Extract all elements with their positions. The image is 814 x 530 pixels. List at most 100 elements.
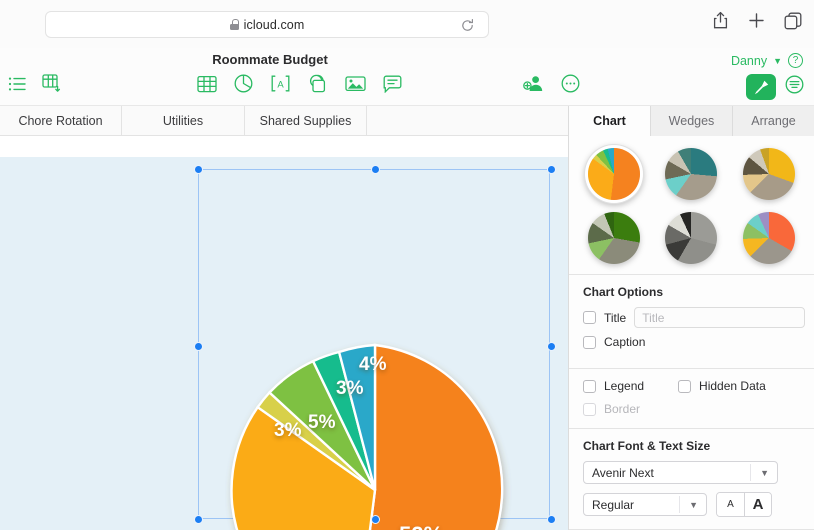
- title-option-row: Title: [583, 307, 806, 328]
- spreadsheet-canvas[interactable]: 52% 33% 3% 5% 3% 4%: [0, 157, 568, 530]
- more-ellipsis-icon[interactable]: [561, 74, 580, 98]
- chart-style-option[interactable]: [738, 212, 800, 264]
- chart-style-coral[interactable]: [743, 212, 796, 264]
- tab-overview-icon[interactable]: [784, 12, 802, 35]
- chart-style-gold[interactable]: [743, 148, 796, 200]
- table-icon[interactable]: [197, 75, 217, 98]
- select-divider: [679, 496, 680, 513]
- chart-style-option[interactable]: [583, 212, 645, 264]
- chart-style-grid: [569, 136, 814, 275]
- caption-checkbox[interactable]: [583, 335, 596, 349]
- tab-arrange[interactable]: Arrange: [733, 106, 814, 136]
- legend-checkbox[interactable]: [583, 379, 596, 393]
- pie-label-52: 52%: [399, 522, 443, 530]
- chart-selection-box[interactable]: 52% 33% 3% 5% 3% 4%: [194, 165, 556, 530]
- pie-slice-52[interactable]: [357, 343, 504, 530]
- resize-handle-bottom-right[interactable]: [547, 515, 556, 524]
- chart-font-section: Chart Font & Text Size Avenir Next ▼ Reg…: [569, 429, 814, 530]
- sheet-tab-empty-area[interactable]: [367, 106, 568, 136]
- decrease-font-size-button[interactable]: A: [717, 493, 744, 516]
- chart-font-title: Chart Font & Text Size: [583, 439, 711, 453]
- chevron-down-icon: ▼: [689, 499, 698, 510]
- pie-chart[interactable]: 52% 33% 3% 5% 3% 4%: [225, 340, 525, 530]
- chart-style-gray[interactable]: [665, 212, 718, 264]
- format-paintbrush-icon[interactable]: [746, 74, 776, 100]
- resize-handle-bottom-left[interactable]: [194, 515, 203, 524]
- lock-icon: [229, 19, 239, 30]
- address-text: icloud.com: [243, 17, 305, 32]
- increase-font-size-button[interactable]: A: [744, 493, 771, 516]
- tab-chart[interactable]: Chart: [569, 106, 651, 136]
- legend-label: Legend: [604, 379, 645, 393]
- numbers-toolbar: A: [0, 74, 814, 106]
- organize-filter-icon[interactable]: [785, 75, 804, 99]
- insert-table-row-icon[interactable]: [42, 74, 64, 98]
- address-bar[interactable]: icloud.com: [45, 11, 489, 38]
- pie-label-5: 5%: [308, 412, 336, 433]
- resize-handle-middle-right[interactable]: [547, 342, 556, 351]
- border-option-row: Border: [583, 402, 800, 416]
- pie-label-3a: 3%: [274, 420, 302, 441]
- shape-icon[interactable]: [308, 74, 328, 98]
- collaborate-icon[interactable]: [523, 74, 544, 98]
- caption-option-row: Caption: [583, 335, 800, 349]
- border-label: Border: [604, 402, 641, 416]
- sheet-tab-utilities[interactable]: Utilities: [122, 106, 245, 136]
- legend-options-section: Legend Hidden Data Border: [569, 369, 814, 429]
- user-name[interactable]: Danny: [730, 53, 768, 68]
- chart-style-option[interactable]: [661, 148, 723, 200]
- pie-slice-33[interactable]: [230, 405, 377, 530]
- font-size-buttons: A A: [716, 492, 772, 517]
- chart-style-orange[interactable]: [587, 148, 640, 200]
- title-input[interactable]: [634, 307, 806, 328]
- resize-handle-top-center[interactable]: [371, 165, 380, 174]
- chart-style-option[interactable]: [738, 148, 800, 200]
- font-weight-value: Regular: [592, 497, 635, 512]
- svg-text:A: A: [277, 79, 284, 90]
- resize-handle-top-left[interactable]: [194, 165, 203, 174]
- font-family-value: Avenir Next: [592, 465, 654, 480]
- chart-style-option[interactable]: [661, 212, 723, 264]
- text-box-icon[interactable]: A: [270, 75, 291, 97]
- caption-label: Caption: [604, 335, 646, 349]
- document-header: Roommate Budget Danny ▼ ?: [0, 48, 814, 106]
- sheet-tab-chore-rotation[interactable]: Chore Rotation: [0, 106, 122, 136]
- sheet-tab-bar: Chore Rotation Utilities Shared Supplies: [0, 106, 568, 136]
- tab-wedges[interactable]: Wedges: [651, 106, 733, 136]
- resize-handle-bottom-center[interactable]: [371, 515, 380, 524]
- chart-style-teal[interactable]: [665, 148, 718, 200]
- share-icon[interactable]: [712, 11, 729, 35]
- chart-icon[interactable]: [234, 74, 253, 98]
- chevron-down-icon[interactable]: ▼: [773, 55, 782, 66]
- account-area[interactable]: Danny ▼ ?: [731, 53, 803, 68]
- plus-icon[interactable]: [748, 12, 765, 34]
- resize-handle-top-right[interactable]: [547, 165, 556, 174]
- hidden-data-checkbox[interactable]: [678, 379, 692, 393]
- title-checkbox[interactable]: [583, 311, 596, 324]
- comment-icon[interactable]: [383, 75, 402, 98]
- media-image-icon[interactable]: [345, 75, 366, 97]
- resize-handle-middle-left[interactable]: [194, 342, 203, 351]
- toolbar-group-insert: A: [197, 74, 402, 98]
- toolbar-group-share: [523, 74, 580, 98]
- help-icon[interactable]: ?: [788, 53, 803, 68]
- legend-option-row: Legend: [583, 379, 644, 393]
- sidebar-list-icon[interactable]: [8, 76, 26, 97]
- format-inspector-panel: Chart Wedges Arrange C: [568, 106, 814, 530]
- toolbar-group-right: [746, 74, 804, 100]
- font-family-select[interactable]: Avenir Next ▼: [583, 461, 778, 484]
- inspector-tab-bar: Chart Wedges Arrange: [569, 106, 814, 136]
- font-weight-select[interactable]: Regular ▼: [583, 493, 707, 516]
- pie-label-4: 4%: [359, 354, 387, 375]
- chart-style-option[interactable]: [583, 148, 645, 200]
- reload-icon[interactable]: [460, 18, 475, 33]
- chart-style-green[interactable]: [587, 212, 640, 264]
- chart-options-section: Chart Options Title Caption: [569, 275, 814, 369]
- title-label: Title: [604, 310, 627, 325]
- pie-slice-4[interactable]: [337, 343, 377, 491]
- canvas-top-margin: [0, 136, 568, 157]
- chevron-down-icon: ▼: [760, 467, 769, 478]
- sheet-tab-shared-supplies[interactable]: Shared Supplies: [245, 106, 367, 136]
- hidden-data-label: Hidden Data: [699, 379, 766, 393]
